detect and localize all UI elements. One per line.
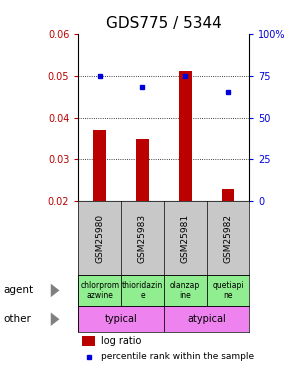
- Bar: [206, 275, 249, 306]
- Text: atypical: atypical: [187, 314, 226, 324]
- Bar: [164, 306, 249, 332]
- Text: GSM25981: GSM25981: [181, 213, 190, 262]
- Text: GSM25983: GSM25983: [138, 213, 147, 262]
- Text: agent: agent: [3, 285, 33, 296]
- Bar: [136, 138, 149, 201]
- Bar: [222, 189, 234, 201]
- Text: log ratio: log ratio: [101, 336, 141, 346]
- Text: thioridazin
e: thioridazin e: [122, 281, 163, 300]
- Text: chlorprom
azwine: chlorprom azwine: [80, 281, 119, 300]
- Text: typical: typical: [105, 314, 137, 324]
- Text: GSM25982: GSM25982: [224, 213, 233, 262]
- Bar: [164, 275, 207, 306]
- Text: percentile rank within the sample: percentile rank within the sample: [101, 352, 254, 362]
- Bar: [121, 275, 164, 306]
- Bar: [82, 336, 95, 345]
- Bar: [78, 306, 164, 332]
- Text: other: other: [3, 314, 31, 324]
- Bar: [78, 275, 121, 306]
- Text: quetiapi
ne: quetiapi ne: [212, 281, 244, 300]
- Polygon shape: [51, 312, 59, 326]
- Bar: [93, 130, 106, 201]
- Polygon shape: [51, 284, 59, 297]
- Bar: [179, 72, 192, 201]
- Title: GDS775 / 5344: GDS775 / 5344: [106, 16, 222, 31]
- Text: olanzap
ine: olanzap ine: [170, 281, 200, 300]
- Text: GSM25980: GSM25980: [95, 213, 104, 262]
